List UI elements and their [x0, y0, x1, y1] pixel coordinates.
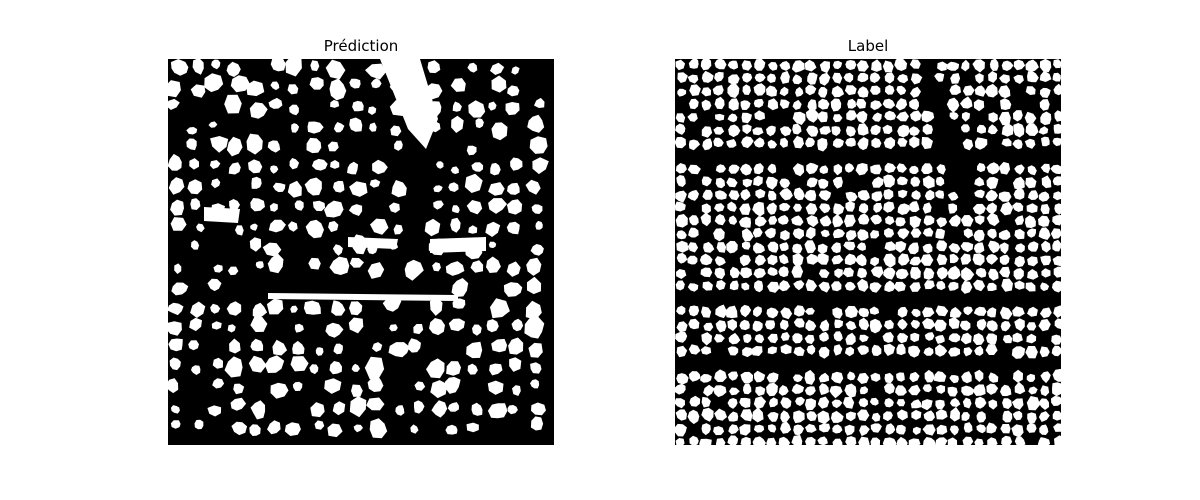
prediction-title: Prédiction [323, 37, 399, 55]
label-mask-image [675, 59, 1061, 445]
prediction-mask-image [168, 59, 554, 445]
label-title: Label [847, 37, 889, 55]
